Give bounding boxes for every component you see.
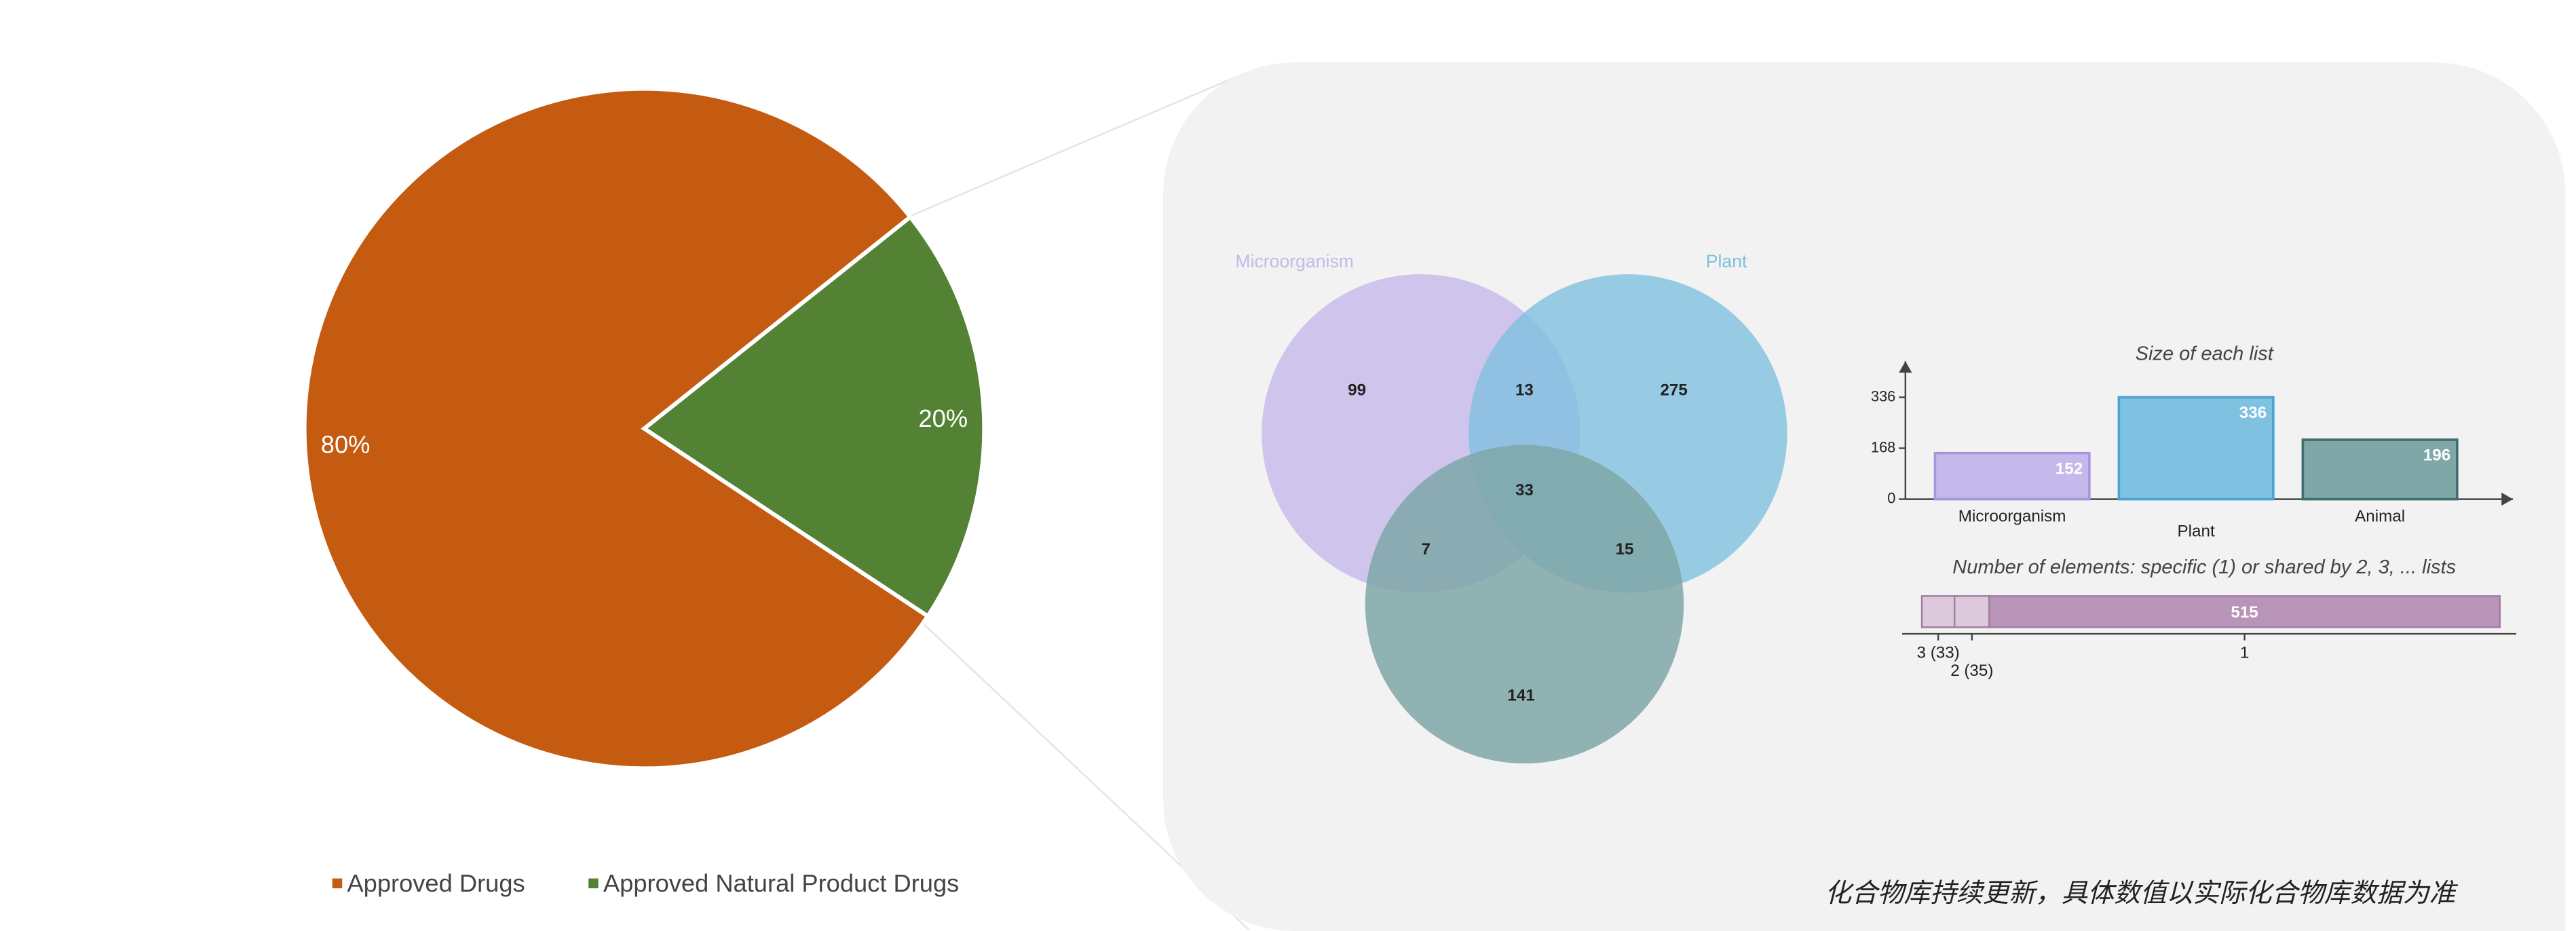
data-label: 20% xyxy=(919,404,968,432)
legend-label: Approved Natural Product Drugs xyxy=(603,869,959,897)
y-tick-label: 168 xyxy=(1871,438,1895,455)
y-tick-label: 0 xyxy=(1887,489,1895,506)
legend-label: Approved Drugs xyxy=(347,869,525,897)
bar xyxy=(2117,396,2275,501)
legend-swatch xyxy=(588,878,599,889)
bar-chart: Size of each list 0 168 336 152 Microorganism… xyxy=(1871,343,2514,540)
region-count: 275 xyxy=(1660,381,1687,399)
set-label: Microorganism xyxy=(1235,251,1353,271)
bar xyxy=(2301,438,2459,501)
x-tick-label: Animal xyxy=(2355,508,2405,526)
venn-diagram: Microorganism Plant 99 275 141 13 7 15 33 xyxy=(1235,251,1787,764)
bar xyxy=(1933,451,2091,501)
segment-label: 1 xyxy=(2240,643,2249,662)
data-label: 336 xyxy=(2239,404,2267,422)
x-tick-label: Plant xyxy=(2178,522,2215,540)
bar-segment xyxy=(1988,595,2501,628)
pie-chart: 80% 20% Approved Drugs Approved Natural Pro… xyxy=(302,86,987,897)
note: 化合物库持续更新，具体数值以实际化合物库数据为准 xyxy=(1825,879,2458,908)
connector xyxy=(908,76,1236,218)
data-label: 196 xyxy=(2423,446,2450,465)
pie-slice xyxy=(641,214,987,620)
region-count: 33 xyxy=(1515,481,1534,499)
data-label: 80% xyxy=(321,431,371,459)
y-tick-label: 336 xyxy=(1871,387,1895,404)
set-label: Plant xyxy=(1706,251,1747,271)
pie-slice xyxy=(302,86,931,771)
bar-segment xyxy=(1954,595,1990,628)
data-label: 515 xyxy=(2231,603,2258,622)
chart-title: Size of each list xyxy=(2136,343,2275,364)
region-count: 141 xyxy=(1507,686,1534,704)
stacked-bar: Number of elements: specific (1) or shar… xyxy=(1901,556,2516,680)
legend-swatch xyxy=(332,878,343,889)
region-count: 15 xyxy=(1616,540,1634,558)
region-count: 7 xyxy=(1422,540,1431,558)
segment-label: 2 (35) xyxy=(1950,662,1993,680)
segment-label: 3 (33) xyxy=(1917,643,1960,662)
x-tick-label: Microorganism xyxy=(1958,508,2066,526)
venn-set xyxy=(1365,444,1684,764)
bar-segment xyxy=(1920,595,1956,628)
data-label: 152 xyxy=(2056,459,2083,478)
region-count: 99 xyxy=(1348,381,1366,399)
region-count: 13 xyxy=(1515,381,1534,399)
chart-title: Number of elements: specific (1) or shar… xyxy=(1952,556,2456,578)
